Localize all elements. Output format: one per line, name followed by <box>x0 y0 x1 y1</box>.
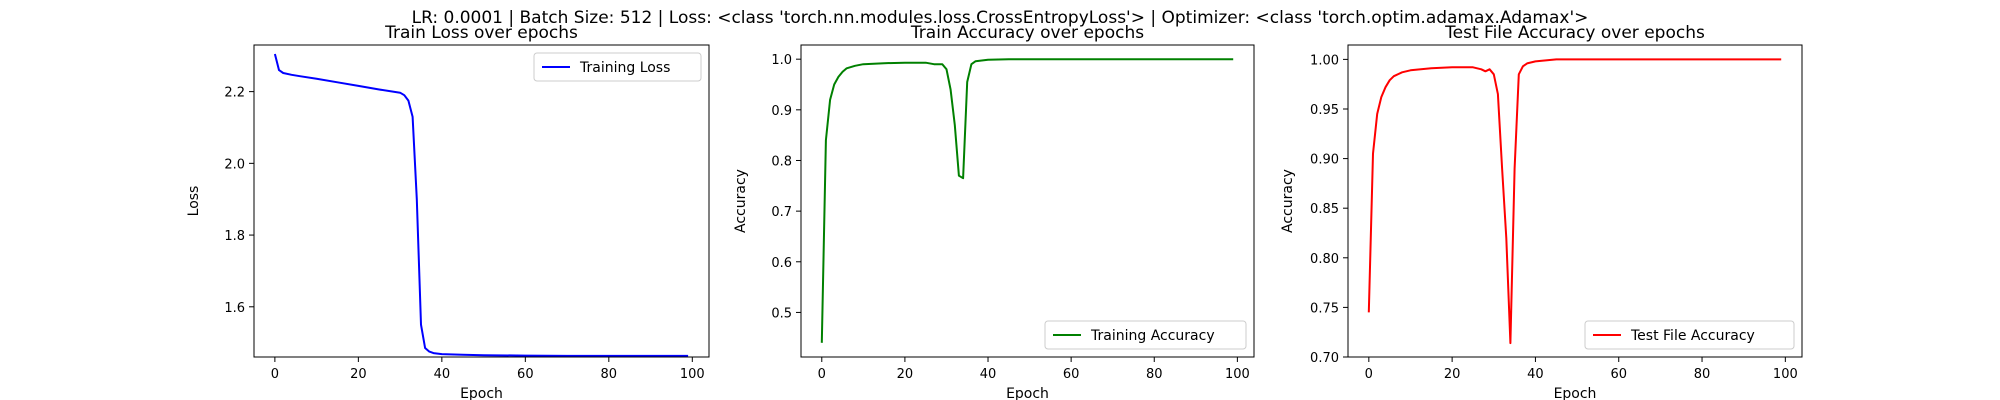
x-tick-label-100: 100 <box>1773 367 1798 382</box>
x-tick-label-80: 80 <box>1694 367 1711 382</box>
y-tick-label-0p9: 0.90 <box>1310 153 1339 168</box>
x-tick-label-0: 0 <box>818 367 826 382</box>
y-tick-label-0p75: 0.75 <box>1310 301 1339 316</box>
x-tick-label-60: 60 <box>517 367 534 382</box>
y-tick-label-1: 1.0 <box>771 53 792 68</box>
x-tick-label-40: 40 <box>1527 367 1544 382</box>
x-axis-label: Epoch <box>1006 386 1049 400</box>
legend: Training Accuracy <box>1044 320 1247 350</box>
x-tick-label-40: 40 <box>980 367 997 382</box>
axes-frame <box>800 44 1255 358</box>
x-tick-label-100: 100 <box>1225 367 1250 382</box>
legend: Training Loss <box>533 52 702 82</box>
chart-panel-3: Test File Accuracy over epochs 0 20 40 60 80 1… <box>1280 23 1803 400</box>
x-tick-label-80: 80 <box>1146 367 1163 382</box>
x-tick-label-0: 0 <box>271 367 279 382</box>
y-tick-label-1p6: 1.6 <box>224 301 245 316</box>
x-tick-label-0: 0 <box>1365 367 1373 382</box>
x-axis-label: Epoch <box>460 386 503 400</box>
axes-frame <box>1347 44 1803 358</box>
legend-box <box>1044 320 1247 350</box>
axes-frame <box>253 44 710 358</box>
chart-panel-1: Train Loss over epochs 0 20 40 60 80 100 1.6 1.8… <box>186 23 710 400</box>
legend-box <box>1584 320 1795 350</box>
legend-label: Training Loss <box>579 60 670 76</box>
x-tick-label-100: 100 <box>680 367 705 382</box>
legend-box <box>533 52 702 82</box>
y-tick-label-0p7: 0.7 <box>771 205 792 220</box>
y-tick-label-0p85: 0.85 <box>1310 202 1339 217</box>
x-tick-label-20: 20 <box>1444 367 1461 382</box>
y-tick-label-2: 2.0 <box>224 157 245 172</box>
chart-title: Test File Accuracy over epochs <box>1444 23 1705 43</box>
x-axis-label: Epoch <box>1554 386 1597 400</box>
x-tick-label-60: 60 <box>1610 367 1627 382</box>
legend-label: Training Accuracy <box>1090 328 1215 344</box>
y-axis-label: Accuracy <box>733 169 749 233</box>
x-tick-label-20: 20 <box>350 367 367 382</box>
y-tick-label-0p95: 0.95 <box>1310 103 1339 118</box>
y-axis-label: Loss <box>186 186 202 217</box>
y-tick-label-1p8: 1.8 <box>224 229 245 244</box>
y-tick-label-0p8: 0.8 <box>771 154 792 169</box>
legend-label: Test File Accuracy <box>1630 328 1755 344</box>
series-line-training-accuracy <box>820 58 1234 343</box>
chart-title: Train Accuracy over epochs <box>910 23 1144 43</box>
y-tick-label-0p7: 0.70 <box>1310 351 1339 366</box>
y-tick-label-1: 1.00 <box>1310 53 1339 68</box>
y-tick-label-0p8: 0.80 <box>1310 252 1339 267</box>
y-axis-label: Accuracy <box>1280 169 1296 233</box>
legend: Test File Accuracy <box>1584 320 1795 350</box>
x-tick-label-60: 60 <box>1063 367 1080 382</box>
chart-panel-2: Train Accuracy over epochs 0 20 40 60 80 100 0.… <box>733 23 1255 400</box>
y-tick-label-0p5: 0.5 <box>771 306 792 321</box>
series-line-training-loss <box>273 53 689 357</box>
y-tick-label-2p2: 2.2 <box>224 86 245 101</box>
x-tick-label-40: 40 <box>434 367 451 382</box>
x-tick-label-80: 80 <box>601 367 618 382</box>
series-line-test-file-accuracy <box>1367 58 1782 345</box>
x-tick-label-20: 20 <box>897 367 914 382</box>
y-tick-label-0p6: 0.6 <box>771 256 792 271</box>
figure-suptitle: LR: 0.0001 | Batch Size: 512 | Loss: <cl… <box>412 8 1589 28</box>
chart-title: Train Loss over epochs <box>384 23 578 43</box>
y-tick-label-0p9: 0.9 <box>771 104 792 119</box>
